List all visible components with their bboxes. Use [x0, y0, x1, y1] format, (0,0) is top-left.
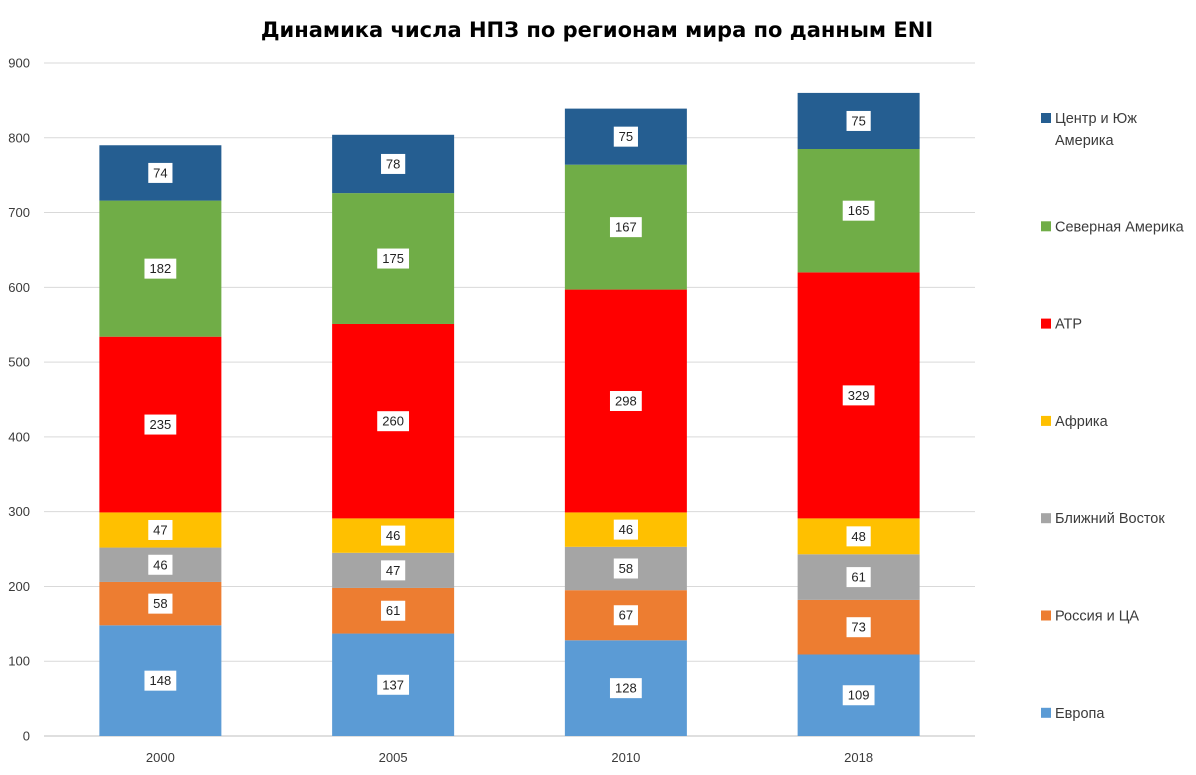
data-label: 298 [615, 393, 637, 408]
y-tick-label: 100 [8, 654, 30, 669]
data-label: 137 [382, 677, 404, 692]
y-tick-label: 0 [23, 729, 30, 744]
y-tick-label: 300 [8, 504, 30, 519]
legend-label: Ближний Восток [1055, 511, 1165, 527]
data-label: 61 [386, 603, 400, 618]
data-label-box [846, 617, 871, 638]
data-label: 128 [615, 681, 637, 696]
data-label: 165 [848, 203, 870, 218]
data-label-box [377, 411, 410, 432]
data-label: 148 [150, 673, 172, 688]
data-label-box [144, 670, 177, 691]
data-label: 58 [619, 561, 633, 576]
data-label: 74 [153, 165, 167, 180]
legend-label: Африка [1055, 414, 1109, 430]
data-label-box [846, 526, 871, 547]
data-label: 67 [619, 608, 633, 623]
data-label: 329 [848, 388, 870, 403]
data-label-box [613, 605, 638, 626]
x-tick-label: 2018 [844, 750, 873, 765]
data-label: 48 [851, 529, 865, 544]
data-label-box [377, 674, 410, 695]
data-label-box [148, 519, 173, 540]
data-label-box [846, 110, 871, 131]
data-label: 167 [615, 220, 637, 235]
data-label-box [613, 558, 638, 579]
x-tick-label: 2010 [611, 750, 640, 765]
x-axis-ticks: 2000 2005 2010 2018 [146, 750, 873, 765]
legend-swatch [1041, 707, 1051, 718]
data-label: 78 [386, 156, 400, 171]
data-label-box [609, 217, 642, 238]
data-label-box [148, 593, 173, 614]
data-label: 260 [382, 414, 404, 429]
data-label-box [613, 519, 638, 540]
legend-swatch [1041, 318, 1051, 329]
data-label-box [613, 126, 638, 147]
y-tick-label: 500 [8, 355, 30, 370]
data-label: 47 [386, 563, 400, 578]
legend-label: Россия и ЦА [1055, 609, 1139, 625]
data-label-box [842, 200, 875, 221]
data-label: 47 [153, 522, 167, 537]
legend-swatch [1041, 113, 1051, 123]
data-label: 46 [386, 528, 400, 543]
y-tick-label: 900 [8, 56, 30, 71]
data-label-box [381, 153, 406, 174]
y-tick-label: 400 [8, 429, 30, 444]
data-label: 75 [619, 129, 633, 144]
y-tick-label: 700 [8, 205, 30, 220]
data-label-box [144, 258, 177, 279]
legend-swatch [1041, 610, 1051, 621]
data-label: 235 [150, 417, 172, 432]
y-axis-ticks: 0 100 200 300 400 500 600 700 800 900 [8, 56, 30, 744]
legend-label: АТР [1055, 317, 1082, 333]
data-label-box [381, 600, 406, 621]
data-label-box [846, 567, 871, 588]
data-label: 46 [153, 557, 167, 572]
y-tick-label: 200 [8, 579, 30, 594]
data-label-box [609, 678, 642, 699]
legend-swatch [1041, 513, 1051, 524]
legend-label: Центр и Юж Америка [1055, 111, 1137, 149]
data-label-box [609, 390, 642, 411]
data-label-box [381, 560, 406, 581]
data-label-box [148, 554, 173, 575]
data-label: 182 [150, 261, 172, 276]
data-label-box [842, 385, 875, 406]
legend-swatch [1041, 221, 1051, 232]
data-label: 73 [851, 620, 865, 635]
data-label-box [144, 414, 177, 435]
x-tick-label: 2005 [379, 750, 408, 765]
data-label: 58 [153, 596, 167, 611]
legend: Центр и Юж Америка Северная Америка АТР Афри… [1041, 111, 1185, 722]
chart-title: Динамика числа НПЗ по регионам мира по д… [261, 18, 933, 42]
data-label: 109 [848, 688, 870, 703]
x-tick-label: 2000 [146, 750, 175, 765]
data-labels: 148 58 46 47 235 182 74 137 61 47 46 260 175 78 128 67 5… [144, 110, 875, 706]
data-label: 175 [382, 251, 404, 266]
legend-swatch [1041, 415, 1051, 426]
data-label-box [381, 525, 406, 546]
legend-label: Северная Америка [1055, 219, 1185, 235]
bars [99, 92, 920, 736]
data-label-box [377, 248, 410, 269]
y-tick-label: 800 [8, 130, 30, 145]
data-label: 75 [851, 113, 865, 128]
data-label: 46 [619, 522, 633, 537]
legend-label: Европа [1055, 706, 1105, 722]
data-label-box [842, 685, 875, 706]
y-tick-label: 600 [8, 280, 30, 295]
data-label: 61 [851, 570, 865, 585]
data-label-box [148, 162, 173, 183]
